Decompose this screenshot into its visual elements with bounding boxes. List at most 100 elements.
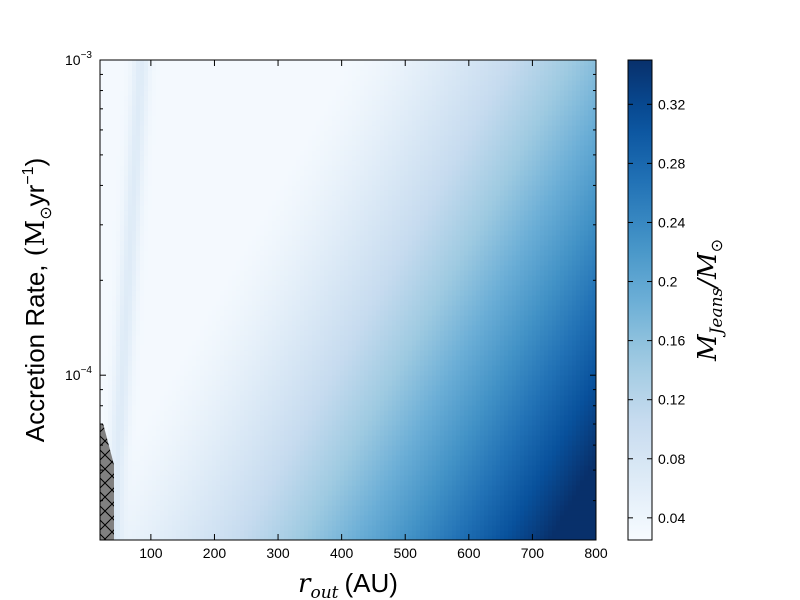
heatmap-cell [148,340,153,346]
heatmap-cell [232,305,237,311]
heatmap-cell [216,495,221,501]
heatmap-cell [200,280,205,286]
heatmap-cell [156,220,161,226]
heatmap-cell [148,520,153,526]
heatmap-cell [152,385,157,391]
heatmap-cell [116,475,121,481]
heatmap-cell [128,105,133,111]
heatmap-cell [220,475,225,481]
heatmap-cell [292,220,297,226]
heatmap-cell [108,165,113,171]
heatmap-cell [188,200,193,206]
heatmap-cell [176,130,181,136]
heatmap-cell [160,155,165,161]
heatmap-cell [188,345,193,351]
heatmap-cell [252,130,257,136]
heatmap-cell [156,265,161,271]
heatmap-cell [112,285,117,291]
heatmap-cell [296,375,301,381]
heatmap-cell [132,110,137,116]
heatmap-cell [260,270,265,276]
heatmap-cell [304,290,309,296]
heatmap-cell [216,295,221,301]
heatmap-cell [140,175,145,181]
heatmap-cell [280,255,285,261]
heatmap-cell [220,115,225,121]
heatmap-cell [120,175,125,181]
heatmap-cell [264,305,269,311]
heatmap-cell [216,125,221,131]
heatmap-cell [132,180,137,186]
heatmap-cell [280,100,285,106]
heatmap-cell [224,425,229,431]
heatmap-cell [196,190,201,196]
heatmap-cell [256,95,261,101]
heatmap-cell [292,90,297,96]
heatmap-cell [248,280,253,286]
heatmap-cell [260,65,265,71]
heatmap-cell [300,485,305,491]
heatmap-cell [296,530,301,536]
heatmap-cell [152,200,157,206]
heatmap-cell [128,360,133,366]
heatmap-cell [264,340,269,346]
heatmap-cell [280,175,285,181]
heatmap-cell [120,185,125,191]
heatmap-cell [108,315,113,321]
heatmap-cell [168,395,173,401]
heatmap-cell [164,255,169,261]
heatmap-cell [152,395,157,401]
heatmap-cell [292,470,297,476]
heatmap-cell [304,220,309,226]
heatmap-cell [292,245,297,251]
heatmap-cell [268,500,273,506]
heatmap-cell [244,435,249,441]
heatmap-cell [100,250,105,256]
heatmap-cell [116,175,121,181]
heatmap-cell [164,440,169,446]
heatmap-cell [276,510,281,516]
heatmap-cell [164,450,169,456]
heatmap-cell [176,300,181,306]
heatmap-cell [304,515,309,521]
heatmap-cell [252,320,257,326]
heatmap-cell [116,500,121,506]
heatmap-cell [280,445,285,451]
heatmap-cell [140,315,145,321]
heatmap-cell [256,280,261,286]
heatmap-cell [288,470,293,476]
heatmap-cell [224,230,229,236]
heatmap-cell [284,450,289,456]
heatmap-cell [252,360,257,366]
heatmap-cell [196,195,201,201]
heatmap-cell [236,190,241,196]
heatmap-cell [124,325,129,331]
heatmap-cell [216,395,221,401]
heatmap-cell [268,65,273,71]
heatmap-cell [304,525,309,531]
heatmap-cell [164,145,169,151]
heatmap-cell [160,315,165,321]
heatmap-cell [240,465,245,471]
heatmap-cell [208,275,213,281]
heatmap-cell [212,65,217,71]
heatmap-cell [224,470,229,476]
heatmap-cell [232,225,237,231]
heatmap-cell [148,375,153,381]
heatmap-cell [184,80,189,86]
heatmap-cell [264,325,269,331]
heatmap-cell [192,145,197,151]
heatmap-cell [128,120,133,126]
heatmap-cell [112,300,117,306]
heatmap-cell [264,360,269,366]
heatmap-cell [188,240,193,246]
heatmap-cell [276,210,281,216]
heatmap-cell [180,125,185,131]
heatmap-cell [140,235,145,241]
heatmap-cell [140,215,145,221]
heatmap-cell [300,395,305,401]
heatmap-cell [256,300,261,306]
heatmap-cell [180,220,185,226]
heatmap-cell [252,440,257,446]
heatmap-cell [148,115,153,121]
